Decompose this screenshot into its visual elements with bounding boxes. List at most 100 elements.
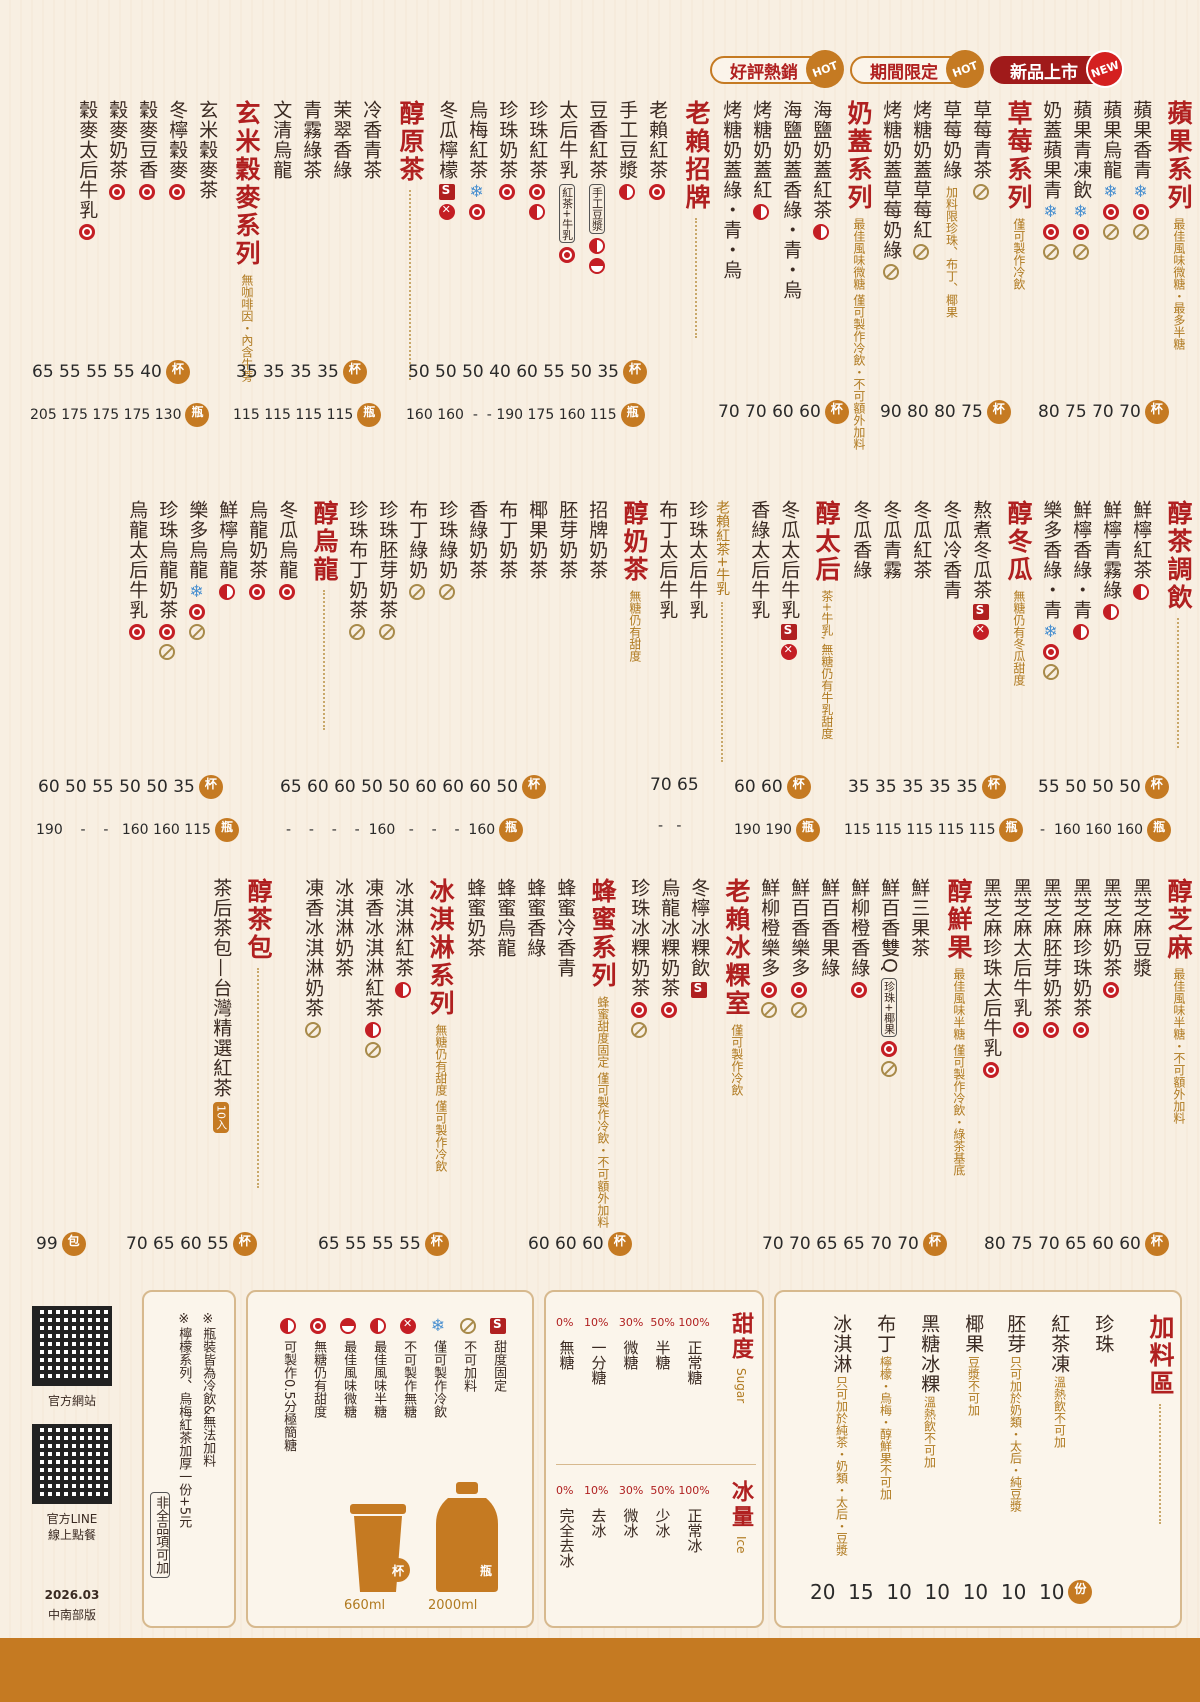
- menu-item[interactable]: 奶蓋蘋果青: [1040, 100, 1062, 260]
- menu-item[interactable]: 穀麥奶茶: [106, 100, 128, 200]
- menu-item[interactable]: 蘋果烏龍: [1100, 100, 1122, 240]
- menu-item[interactable]: 冰淇淋紅茶: [392, 878, 414, 998]
- menu-item[interactable]: 烏龍奶茶: [246, 500, 268, 600]
- website-qr-code[interactable]: [32, 1306, 112, 1386]
- menu-item[interactable]: 樂多香綠・青: [1040, 500, 1062, 680]
- menu-item[interactable]: 珍珠太后牛乳: [686, 500, 708, 620]
- ice-level[interactable]: 完全去冰: [558, 1502, 576, 1568]
- menu-item[interactable]: 鮮檸青霧綠: [1100, 500, 1122, 620]
- menu-item[interactable]: 蘋果青凍飲: [1070, 100, 1092, 260]
- menu-item[interactable]: 茉翠香綠: [330, 100, 352, 180]
- topping-item[interactable]: 珍珠: [1092, 1314, 1114, 1354]
- menu-item[interactable]: 布丁太后牛乳: [656, 500, 678, 620]
- menu-item[interactable]: 冬瓜青霧: [880, 500, 902, 580]
- menu-item[interactable]: 冬瓜太后牛乳: [778, 500, 800, 660]
- sugar-level[interactable]: 正常糖: [686, 1334, 704, 1385]
- menu-item[interactable]: 冬檸冰粿飲: [688, 878, 710, 998]
- menu-item[interactable]: 冷香青茶: [360, 100, 382, 180]
- menu-item[interactable]: 海鹽奶蓋紅茶: [810, 100, 832, 240]
- menu-item[interactable]: 草莓奶綠 加料限珍珠、布丁、椰果: [940, 100, 962, 318]
- topping-item[interactable]: 黑糖冰粿 溫熱飲不可加: [918, 1314, 940, 1468]
- menu-item[interactable]: 樂多烏龍: [186, 500, 208, 640]
- menu-item[interactable]: 冬瓜檸檬: [436, 100, 458, 220]
- topping-item[interactable]: 冰淇淋 只可加於純茶・奶類・太后・豆漿: [830, 1314, 852, 1556]
- menu-item[interactable]: 鮮百香果綠: [818, 878, 840, 978]
- menu-item[interactable]: 黑芝麻奶茶: [1100, 878, 1122, 998]
- menu-item[interactable]: 冬瓜冷香青: [940, 500, 962, 600]
- tab-new[interactable]: 新品上市 NEW: [990, 44, 1130, 94]
- menu-item[interactable]: 手工豆漿: [616, 100, 638, 200]
- menu-item[interactable]: 烤糖奶蓋紅: [750, 100, 772, 220]
- menu-item[interactable]: 黑芝麻豆漿: [1130, 878, 1152, 978]
- menu-item[interactable]: 鮮百香雙Q 珍珠+椰果: [878, 878, 900, 1078]
- menu-item[interactable]: 鮮百香樂多: [788, 878, 810, 1018]
- ice-level[interactable]: 微冰: [622, 1502, 640, 1538]
- menu-item[interactable]: 黑芝麻胚芽奶茶: [1040, 878, 1062, 1038]
- menu-item[interactable]: 青霧綠茶: [300, 100, 322, 180]
- ice-level[interactable]: 正常冰: [686, 1502, 704, 1553]
- menu-item[interactable]: 鮮三果茶: [908, 878, 930, 958]
- menu-item[interactable]: 蜂蜜奶茶: [464, 878, 486, 958]
- menu-item[interactable]: 鮮檸紅茶: [1130, 500, 1152, 600]
- menu-item[interactable]: 珍珠烏龍奶茶: [156, 500, 178, 660]
- menu-item[interactable]: 烏梅紅茶: [466, 100, 488, 220]
- menu-item[interactable]: 招牌奶茶: [586, 500, 608, 580]
- menu-item[interactable]: 冰淇淋奶茶: [332, 878, 354, 978]
- menu-item[interactable]: 珍珠布丁奶茶: [346, 500, 368, 640]
- menu-item[interactable]: 珍珠冰粿奶茶: [628, 878, 650, 1038]
- menu-item[interactable]: 黑芝麻太后牛乳: [1010, 878, 1032, 1038]
- menu-item[interactable]: 椰果奶茶: [526, 500, 548, 580]
- menu-item[interactable]: 鮮檸烏龍: [216, 500, 238, 600]
- menu-item[interactable]: 草莓青茶: [970, 100, 992, 200]
- menu-item[interactable]: 烤糖奶蓋草莓紅: [910, 100, 932, 260]
- ice-level[interactable]: 少冰: [654, 1502, 672, 1538]
- menu-item[interactable]: 冬瓜香綠: [850, 500, 872, 580]
- menu-item[interactable]: 蜂蜜香綠: [524, 878, 546, 958]
- topping-item[interactable]: 椰果 豆漿不可加: [962, 1314, 984, 1416]
- menu-item[interactable]: 珍珠奶茶: [496, 100, 518, 200]
- menu-item[interactable]: 熬煮冬瓜茶: [970, 500, 992, 640]
- sugar-level[interactable]: 一分糖: [590, 1334, 608, 1385]
- menu-item[interactable]: 文清烏龍: [270, 100, 292, 180]
- menu-item[interactable]: 鮮柳橙樂多: [758, 878, 780, 1018]
- menu-item[interactable]: 老賴紅茶: [646, 100, 668, 200]
- menu-item[interactable]: 黑芝麻珍珠奶茶: [1070, 878, 1092, 1038]
- menu-item[interactable]: 鮮柳橙香綠: [848, 878, 870, 998]
- menu-item[interactable]: 烤糖奶蓋綠・青・烏: [720, 100, 742, 280]
- menu-item[interactable]: 烏龍冰粿奶茶: [658, 878, 680, 1018]
- menu-item[interactable]: 香綠太后牛乳: [748, 500, 770, 620]
- ice-level[interactable]: 去冰: [590, 1502, 608, 1538]
- menu-item[interactable]: 珍珠紅茶: [526, 100, 548, 220]
- topping-item[interactable]: 紅茶凍 溫熱飲不可加: [1048, 1314, 1070, 1448]
- topping-item[interactable]: 胚芽 只可加於奶類・太后・純豆漿: [1004, 1314, 1026, 1512]
- menu-item[interactable]: 冬檸穀麥: [166, 100, 188, 200]
- line-qr-code[interactable]: [32, 1424, 112, 1504]
- menu-item[interactable]: 珍珠胚芽奶茶: [376, 500, 398, 640]
- sugar-level[interactable]: 無糖: [558, 1334, 576, 1370]
- menu-item[interactable]: 穀麥太后牛乳: [76, 100, 98, 240]
- menu-item[interactable]: 凍香冰淇淋紅茶: [362, 878, 384, 1058]
- menu-item[interactable]: 冬瓜紅茶: [910, 500, 932, 580]
- menu-item[interactable]: 布丁綠奶: [406, 500, 428, 600]
- menu-item[interactable]: 烤糖奶蓋草莓奶綠: [880, 100, 902, 280]
- menu-item[interactable]: 海鹽奶蓋香綠・青・烏: [780, 100, 802, 300]
- menu-item[interactable]: 蘋果香青: [1130, 100, 1152, 240]
- tab-limited[interactable]: 期間限定 HOT: [850, 44, 990, 94]
- menu-item[interactable]: 布丁奶茶: [496, 500, 518, 580]
- menu-item[interactable]: 太后牛乳 紅茶+牛乳: [556, 100, 578, 264]
- menu-item[interactable]: 黑芝麻珍珠太后牛乳: [980, 878, 1002, 1078]
- menu-item[interactable]: 香綠奶茶: [466, 500, 488, 580]
- menu-item[interactable]: 鮮檸香綠・青: [1070, 500, 1092, 640]
- menu-item[interactable]: 豆香紅茶 手工豆漿: [586, 100, 608, 274]
- menu-item[interactable]: 烏龍太后牛乳: [126, 500, 148, 640]
- topping-item[interactable]: 布丁 檸檬・烏梅・醇鮮果不可加: [874, 1314, 896, 1500]
- menu-item[interactable]: 冬瓜烏龍: [276, 500, 298, 600]
- menu-item[interactable]: 蜂蜜烏龍: [494, 878, 516, 958]
- menu-item[interactable]: 蜂蜜冷香青: [554, 878, 576, 978]
- menu-item[interactable]: 穀麥豆香: [136, 100, 158, 200]
- menu-item[interactable]: 胚芽奶茶: [556, 500, 578, 580]
- sugar-level[interactable]: 微糖: [622, 1334, 640, 1370]
- menu-item[interactable]: 茶后茶包—台灣精選紅茶 10入: [210, 878, 232, 1133]
- menu-item[interactable]: 珍珠綠奶: [436, 500, 458, 600]
- menu-item[interactable]: 凍香冰淇淋奶茶: [302, 878, 324, 1038]
